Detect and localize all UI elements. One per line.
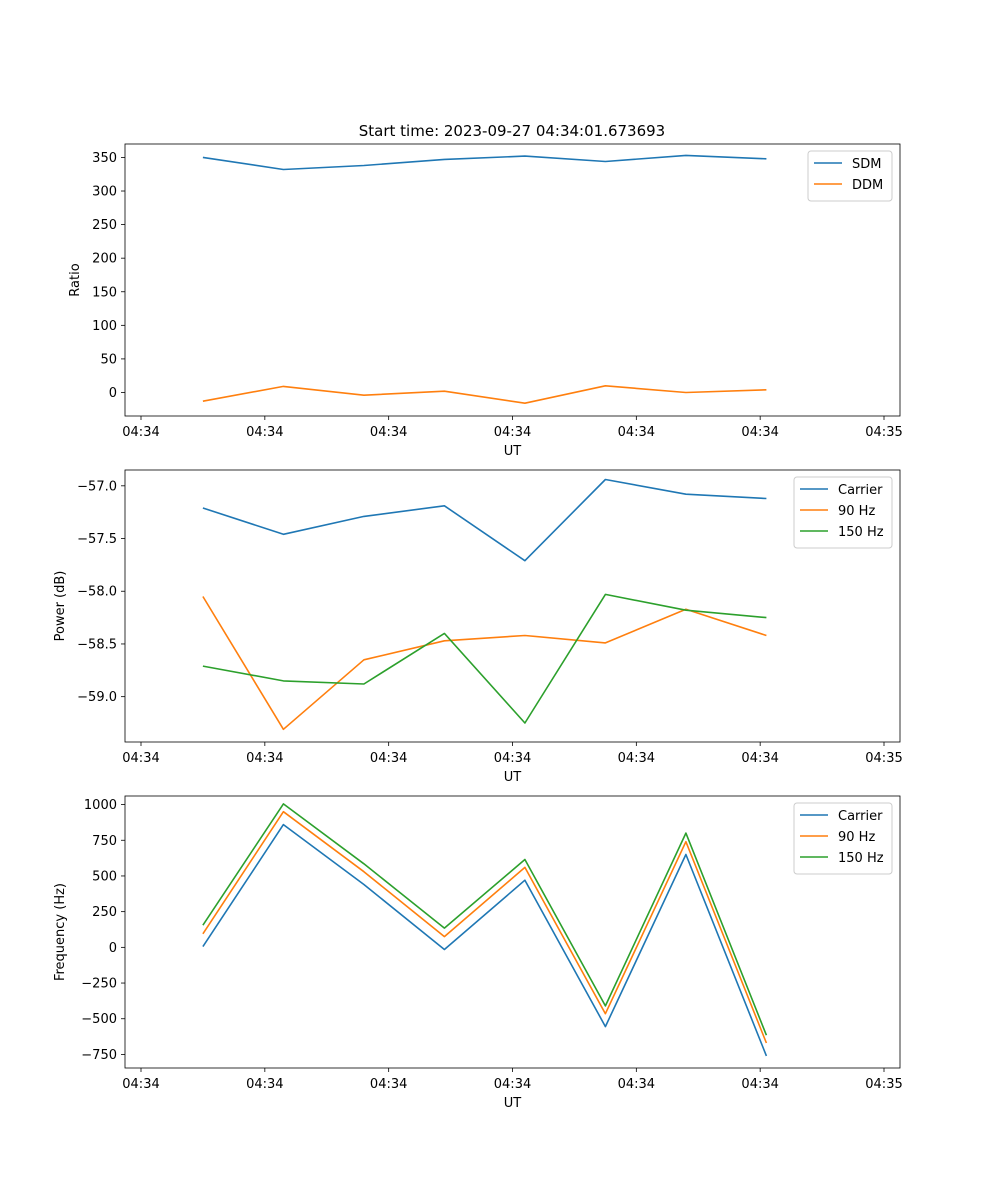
power-legend-label: Carrier (838, 483, 883, 498)
ratio-x-tick-label: 04:34 (741, 425, 778, 440)
ratio-y-tick-label: 200 (92, 252, 117, 267)
frequency-legend-label: 150 Hz (838, 851, 884, 866)
frequency-y-tick-label: −500 (81, 1012, 117, 1027)
power-series-150-hz (202, 593, 767, 724)
frequency-x-tick-label: 04:34 (370, 1077, 407, 1092)
frequency-x-axis-label: UT (504, 1096, 522, 1111)
frequency-x-tick-label: 04:34 (122, 1077, 159, 1092)
frequency-axes-frame (124, 795, 901, 1069)
power-x-tick-label: 04:34 (618, 751, 655, 766)
ratio-x-axis-label: UT (504, 444, 522, 459)
ratio-x-tick-label: 04:34 (494, 425, 531, 440)
power-y-tick-label: −59.0 (77, 690, 117, 705)
ratio-x-tick-label: 04:34 (370, 425, 407, 440)
ratio-x-tick-label: 04:34 (122, 425, 159, 440)
power-x-tick-label: 04:34 (494, 751, 531, 766)
power-x-tick-label: 04:34 (370, 751, 407, 766)
frequency-x-tick-label: 04:34 (494, 1077, 531, 1092)
frequency-x-tick-label: 04:34 (246, 1077, 283, 1092)
power-y-axis-label: Power (dB) (53, 571, 68, 642)
ratio-x-tick-label: 04:35 (865, 425, 902, 440)
ratio-x-tick-label: 04:34 (246, 425, 283, 440)
frequency-y-tick-label: 0 (109, 941, 117, 956)
power-series-carrier (202, 478, 767, 562)
ratio-y-tick-label: 300 (92, 185, 117, 200)
frequency-legend-label: 90 Hz (838, 830, 875, 845)
frequency-x-tick-label: 04:34 (618, 1077, 655, 1092)
ratio-y-tick-label: 350 (92, 151, 117, 166)
frequency-y-tick-label: 250 (92, 905, 117, 920)
ratio-y-tick-label: 150 (92, 285, 117, 300)
power-y-tick-label: −58.5 (77, 637, 117, 652)
frequency-x-tick-label: 04:35 (865, 1077, 902, 1092)
panel-frequency: 04:34 04:34 04:34 04:34 04:34 04:34 04:35 1000 7… (53, 795, 903, 1111)
ratio-legend-label: DDM (852, 178, 883, 193)
ratio-series-sdm (202, 154, 767, 171)
power-x-tick-label: 04:34 (246, 751, 283, 766)
power-series-90-hz (202, 596, 767, 731)
ratio-y-tick-label: 0 (109, 386, 117, 401)
ratio-axes-frame (124, 143, 901, 417)
power-x-axis-label: UT (504, 770, 522, 785)
ratio-y-tick-label: 250 (92, 218, 117, 233)
power-y-tick-label: −57.0 (77, 479, 117, 494)
frequency-y-tick-label: 500 (92, 869, 117, 884)
frequency-legend-label: Carrier (838, 809, 883, 824)
power-x-tick-label: 04:34 (122, 751, 159, 766)
ratio-y-axis-label: Ratio (68, 263, 83, 296)
frequency-y-tick-label: −250 (81, 977, 117, 992)
frequency-series-150-hz (202, 803, 768, 1036)
ratio-y-tick-label: 50 (100, 352, 117, 367)
power-x-tick-label: 04:34 (741, 751, 778, 766)
frequency-y-tick-label: −750 (81, 1048, 117, 1063)
frequency-y-axis-label: Frequency (Hz) (53, 883, 68, 981)
panel-ratio: 04:34 04:34 04:34 04:34 04:34 04:34 04:35 0 50 10… (68, 143, 903, 459)
power-x-tick-label: 04:35 (865, 751, 902, 766)
ratio-series-ddm (202, 384, 767, 405)
power-y-tick-label: −58.0 (77, 585, 117, 600)
ratio-legend-label: SDM (852, 157, 881, 172)
frequency-series-carrier (202, 823, 768, 1057)
frequency-y-tick-label: 750 (92, 834, 117, 849)
power-legend-label: 150 Hz (838, 525, 884, 540)
ratio-x-tick-label: 04:34 (618, 425, 655, 440)
frequency-x-tick-label: 04:34 (741, 1077, 778, 1092)
panel-power: 04:34 04:34 04:34 04:34 04:34 04:34 04:35 −57.0… (53, 469, 903, 785)
figure-title: Start time: 2023-09-27 04:34:01.673693 (359, 122, 665, 140)
frequency-y-tick-label: 1000 (84, 798, 117, 813)
power-axes-frame (124, 469, 901, 743)
power-y-tick-label: −57.5 (77, 532, 117, 547)
power-legend-label: 90 Hz (838, 504, 875, 519)
frequency-series-90-hz (202, 810, 768, 1044)
ratio-y-tick-label: 100 (92, 319, 117, 334)
